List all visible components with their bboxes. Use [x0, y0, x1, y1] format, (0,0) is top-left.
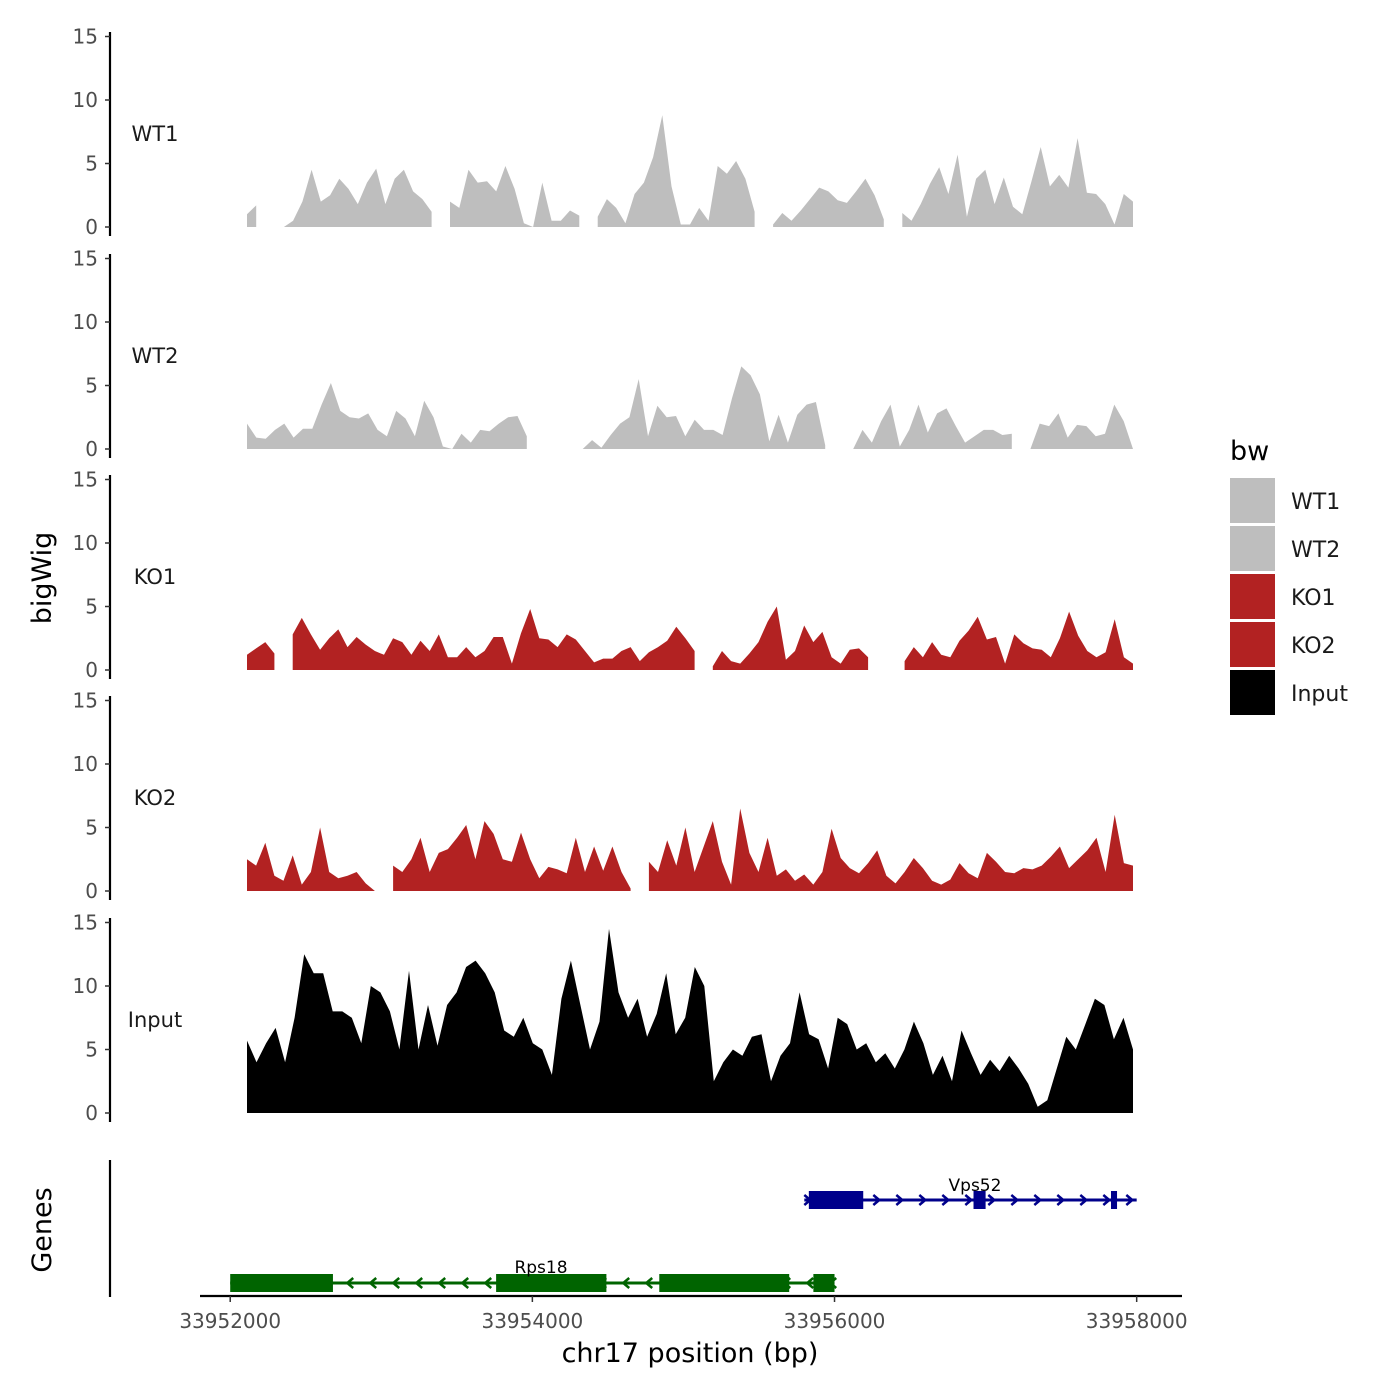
track-label: WT2 [132, 344, 179, 368]
strand-arrow [1102, 1194, 1112, 1206]
coverage-area-wt1 [247, 115, 1133, 227]
track-wt2: 0 5 10 15 WT2 [73, 247, 1133, 461]
y-tick-label: 5 [85, 595, 98, 619]
strand-arrow [414, 1277, 424, 1289]
y-tick-label: 15 [73, 689, 98, 713]
legend-label-input: Input [1291, 682, 1348, 707]
x-tick-label: 33954000 [481, 1309, 583, 1333]
y-tick-label: 15 [73, 247, 98, 271]
legend-label-ko2: KO2 [1291, 634, 1336, 659]
track-label: WT1 [132, 122, 179, 146]
coverage-tracks: 0 5 10 15 WT1 0 5 10 15 WT2 0 5 10 15 KO1 0 5 10 15 KO2 0 5 10… [73, 25, 1133, 1125]
x-tick-label: 33958000 [1086, 1309, 1188, 1333]
strand-arrow [437, 1277, 447, 1289]
legend-label-ko1: KO1 [1291, 586, 1336, 611]
gene-label: Rps18 [514, 1258, 567, 1278]
strand-arrow [918, 1194, 928, 1206]
strand-arrow [895, 1194, 905, 1206]
legend-key-input [1230, 670, 1275, 715]
gene-vps52: Vps52 [803, 1176, 1137, 1209]
track-label: KO1 [134, 565, 177, 589]
coverage-area-ko2 [247, 808, 1133, 891]
gene-exon [230, 1274, 333, 1292]
strand-arrow [345, 1277, 355, 1289]
track-label: KO2 [134, 786, 177, 810]
legend-key-wt2 [1230, 526, 1275, 571]
gene-exon [808, 1191, 864, 1209]
strand-arrow [1125, 1194, 1135, 1206]
gene-label: Vps52 [949, 1176, 1002, 1196]
y-tick-label: 10 [73, 752, 98, 776]
gene-exon [973, 1191, 986, 1209]
legend-key-wt1 [1230, 478, 1275, 523]
strand-arrow [644, 1277, 654, 1289]
legend-title: bw [1230, 436, 1269, 467]
gene-exon [659, 1274, 790, 1292]
strand-arrow [964, 1194, 974, 1206]
x-axis: 33952000 33954000 33956000 33958000 [179, 1294, 1188, 1333]
strand-arrow [941, 1194, 951, 1206]
y-tick-label: 10 [73, 974, 98, 998]
coverage-area-wt2 [247, 366, 1133, 449]
y-axis-title: bigWig [27, 532, 58, 625]
strand-arrow [872, 1194, 882, 1206]
legend: bw WT1 WT2 KO1 KO2 Input [1230, 436, 1348, 715]
y-tick-label: 15 [73, 911, 98, 935]
x-tick-label: 33952000 [179, 1309, 281, 1333]
legend-label-wt1: WT1 [1291, 490, 1340, 515]
strand-arrow [1056, 1194, 1066, 1206]
y-tick-label: 0 [85, 658, 98, 682]
y-tick-label: 0 [85, 1101, 98, 1125]
strand-arrow [621, 1277, 631, 1289]
gene-track: Vps52 Rps18 [108, 1160, 1137, 1297]
y-tick-label: 5 [85, 152, 98, 176]
y-tick-label: 5 [85, 816, 98, 840]
track-input: 0 5 10 15 Input [73, 911, 1133, 1125]
gene-rps18: Rps18 [230, 1258, 838, 1292]
legend-key-ko1 [1230, 574, 1275, 619]
strand-arrow [1033, 1194, 1043, 1206]
y-tick-label: 15 [73, 468, 98, 492]
legend-key-ko2 [1230, 622, 1275, 667]
y-tick-label: 10 [73, 88, 98, 112]
x-axis-title: chr17 position (bp) [562, 1338, 819, 1369]
track-wt1: 0 5 10 15 WT1 [73, 25, 1133, 239]
coverage-area-input [247, 928, 1133, 1113]
y-tick-label: 10 [73, 310, 98, 334]
track-ko2: 0 5 10 15 KO2 [73, 689, 1133, 903]
strand-arrow [483, 1277, 493, 1289]
gene-exon [1110, 1191, 1118, 1209]
genes-panel-title: Genes [27, 1187, 58, 1272]
legend-label-wt2: WT2 [1291, 538, 1340, 563]
strand-arrow [1079, 1194, 1089, 1206]
strand-arrow [1010, 1194, 1020, 1206]
y-tick-label: 0 [85, 215, 98, 239]
strand-arrow [987, 1194, 997, 1206]
track-label: Input [128, 1008, 182, 1032]
x-tick-label: 33956000 [784, 1309, 886, 1333]
gene-exon [813, 1274, 835, 1292]
strand-arrow [805, 1277, 815, 1289]
y-tick-label: 5 [85, 1038, 98, 1062]
y-tick-label: 10 [73, 531, 98, 555]
y-tick-label: 0 [85, 437, 98, 461]
strand-arrow [391, 1277, 401, 1289]
coverage-area-ko1 [247, 606, 1133, 670]
y-tick-label: 5 [85, 374, 98, 398]
strand-arrow [460, 1277, 470, 1289]
track-ko1: 0 5 10 15 KO1 [73, 468, 1133, 682]
y-tick-label: 0 [85, 879, 98, 903]
strand-arrow [368, 1277, 378, 1289]
gene-exon [496, 1274, 607, 1292]
y-tick-label: 15 [73, 25, 98, 49]
